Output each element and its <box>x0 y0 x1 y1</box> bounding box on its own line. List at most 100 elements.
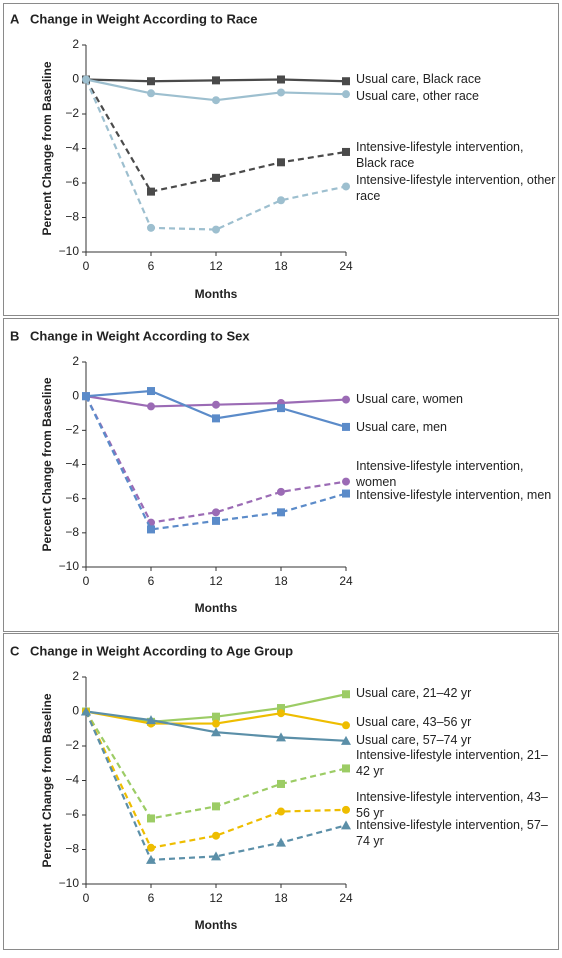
x-tick-label: 0 <box>83 891 90 905</box>
y-tick-label: −8 <box>65 525 79 539</box>
y-tick-label: −8 <box>65 842 79 856</box>
marker <box>342 805 350 814</box>
marker <box>277 404 285 413</box>
series-line <box>85 711 347 850</box>
marker <box>147 843 155 852</box>
y-tick-label: −10 <box>59 559 80 573</box>
marker <box>277 158 285 167</box>
marker <box>212 719 220 728</box>
x-axis-label: Months <box>195 918 238 932</box>
series-label: Intensive-lifestyle intervention, 21–42 … <box>356 748 548 778</box>
marker <box>212 400 220 409</box>
y-axis-label: Percent Change from Baseline <box>40 377 54 551</box>
chart-title: Change in Weight According to Age Group <box>30 643 293 658</box>
x-tick-label: 18 <box>274 891 288 905</box>
marker <box>146 854 156 864</box>
series-line <box>84 79 347 231</box>
y-tick-label: 2 <box>72 37 79 51</box>
marker <box>342 182 350 191</box>
marker <box>212 414 220 423</box>
marker <box>212 225 220 234</box>
marker <box>277 88 285 97</box>
marker <box>147 525 155 534</box>
y-tick-label: 2 <box>72 354 79 368</box>
series-label: Intensive-lifestyle intervention, 57–74 … <box>356 818 548 848</box>
marker <box>146 715 156 725</box>
marker <box>82 392 90 401</box>
y-tick-label: 0 <box>72 388 79 402</box>
marker <box>277 487 285 496</box>
marker <box>147 402 155 411</box>
marker <box>342 90 350 99</box>
y-tick-label: 0 <box>72 704 79 718</box>
x-tick-label: 12 <box>209 259 223 273</box>
marker <box>147 187 155 196</box>
x-tick-label: 12 <box>209 891 223 905</box>
series-line <box>85 78 347 193</box>
marker <box>342 147 350 156</box>
panel-letter: C <box>10 643 20 658</box>
marker <box>342 477 350 486</box>
marker <box>342 395 350 404</box>
panel-frame <box>3 318 559 632</box>
y-tick-label: −10 <box>59 244 80 258</box>
marker <box>212 516 220 525</box>
x-tick-label: 24 <box>339 891 353 905</box>
marker <box>212 76 220 85</box>
x-tick-label: 24 <box>339 259 353 273</box>
series-label: Intensive-lifestyle intervention, Black … <box>356 140 524 170</box>
marker <box>277 196 285 205</box>
marker <box>212 802 220 811</box>
y-tick-label: 2 <box>72 669 79 683</box>
series-line <box>84 711 347 861</box>
marker <box>147 387 155 396</box>
marker <box>212 173 220 182</box>
marker <box>212 96 220 105</box>
y-tick-label: −4 <box>65 457 79 471</box>
marker <box>277 709 285 718</box>
marker <box>342 489 350 498</box>
marker <box>342 77 350 86</box>
marker <box>147 223 155 232</box>
marker <box>276 837 286 847</box>
marker <box>211 851 221 861</box>
series-label: Usual care, Black race <box>356 72 482 86</box>
marker <box>277 704 285 713</box>
marker <box>276 732 286 742</box>
y-tick-label: −6 <box>65 491 79 505</box>
series-label: Intensive-lifestyle intervention, women <box>356 459 524 489</box>
series-label: Usual care, women <box>356 392 463 406</box>
series-label: Intensive-lifestyle intervention, other … <box>356 173 556 203</box>
y-tick-label: −6 <box>65 175 79 189</box>
series-line <box>85 395 347 524</box>
marker <box>147 814 155 823</box>
series-label: Intensive-lifestyle intervention, 43–56 … <box>356 790 548 820</box>
y-axis-label: Percent Change from Baseline <box>40 693 54 867</box>
x-tick-label: 12 <box>209 574 223 588</box>
marker <box>211 727 221 737</box>
marker <box>342 764 350 773</box>
marker <box>342 690 350 699</box>
x-tick-label: 0 <box>83 259 90 273</box>
y-tick-label: −6 <box>65 807 79 821</box>
series-label: Usual care, 21–42 yr <box>356 686 472 700</box>
x-tick-label: 6 <box>148 574 155 588</box>
x-axis-label: Months <box>195 287 238 301</box>
y-tick-label: −2 <box>65 423 79 437</box>
marker <box>147 77 155 86</box>
y-tick-label: −10 <box>59 876 80 890</box>
y-tick-label: −4 <box>65 773 79 787</box>
marker <box>277 807 285 816</box>
series-label: Usual care, 57–74 yr <box>356 733 472 747</box>
x-tick-label: 24 <box>339 574 353 588</box>
y-tick-label: −4 <box>65 141 79 155</box>
x-tick-label: 0 <box>83 574 90 588</box>
marker <box>277 75 285 84</box>
y-axis-label: Percent Change from Baseline <box>40 61 54 235</box>
x-tick-label: 18 <box>274 574 288 588</box>
x-tick-label: 6 <box>148 259 155 273</box>
y-tick-label: 0 <box>72 72 79 86</box>
series-label: Usual care, 43–56 yr <box>356 715 472 729</box>
